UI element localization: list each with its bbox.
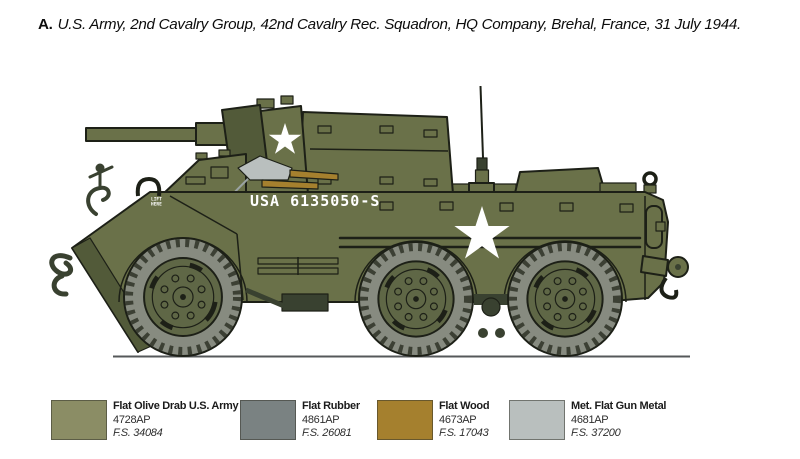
driver-hatch <box>210 166 229 179</box>
scheme-description: U.S. Army, 2nd Cavalry Group, 42nd Caval… <box>57 16 742 33</box>
lift-here-stencil: HERE <box>151 202 162 208</box>
wheel <box>507 241 623 357</box>
scheme-letter: A. <box>38 16 53 33</box>
legend-item-rubber: Flat Rubber 4861AP F.S. 26081 <box>240 400 360 441</box>
color-swatch <box>377 400 433 440</box>
color-swatch <box>240 400 296 440</box>
wheel <box>358 241 474 357</box>
paint-fs-number: F.S. 17043 <box>439 427 489 439</box>
tool-handle <box>261 179 319 190</box>
superstructure <box>298 111 454 195</box>
turret-star-marking <box>268 123 302 154</box>
under-hull-detail <box>245 287 512 338</box>
grab-handle <box>135 176 162 197</box>
paint-fs-number: F.S. 37200 <box>571 427 621 439</box>
markings: USA 6135050-S LIFT HERE <box>151 192 510 259</box>
registration-number: USA 6135050-S <box>250 192 380 210</box>
legend-item-wood: Flat Wood 4673AP F.S. 17043 <box>377 400 490 441</box>
rear-fixtures <box>640 205 689 300</box>
lifting-eye <box>642 171 658 187</box>
radio-antenna <box>468 85 495 197</box>
legend-item-gun-metal: Met. Flat Gun Metal 4681AP F.S. 37200 <box>509 400 666 441</box>
paint-code: 4681AP <box>571 413 609 426</box>
paint-fs-number: F.S. 34084 <box>113 427 163 439</box>
hull-star-marking <box>454 206 510 259</box>
paint-code: 4673AP <box>439 413 477 426</box>
driver-hood <box>162 149 247 195</box>
tow-hook <box>49 253 73 277</box>
paint-name: Flat Rubber <box>302 400 360 412</box>
paint-name: Flat Olive Drab U.S. Army <box>113 400 239 412</box>
paint-code: 4728AP <box>113 413 151 426</box>
legend-item-olive-drab: Flat Olive Drab U.S. Army 4728AP F.S. 34… <box>51 400 239 441</box>
front-fixtures <box>49 163 162 297</box>
lift-here-stencil: LIFT <box>151 197 162 203</box>
gun-barrel <box>85 122 229 146</box>
wheel <box>123 237 243 357</box>
tool-handle <box>289 169 339 181</box>
wheels <box>123 237 623 357</box>
color-swatch <box>51 400 107 440</box>
color-swatch <box>509 400 565 440</box>
paint-name: Met. Flat Gun Metal <box>571 400 667 412</box>
paint-name: Flat Wood <box>439 400 490 412</box>
tow-hook <box>51 273 69 297</box>
paint-code: 4861AP <box>302 413 340 426</box>
paint-fs-number: F.S. 26081 <box>302 427 352 439</box>
scheme-title: A. U.S. Army, 2nd Cavalry Group, 42nd Cav… <box>38 16 778 33</box>
